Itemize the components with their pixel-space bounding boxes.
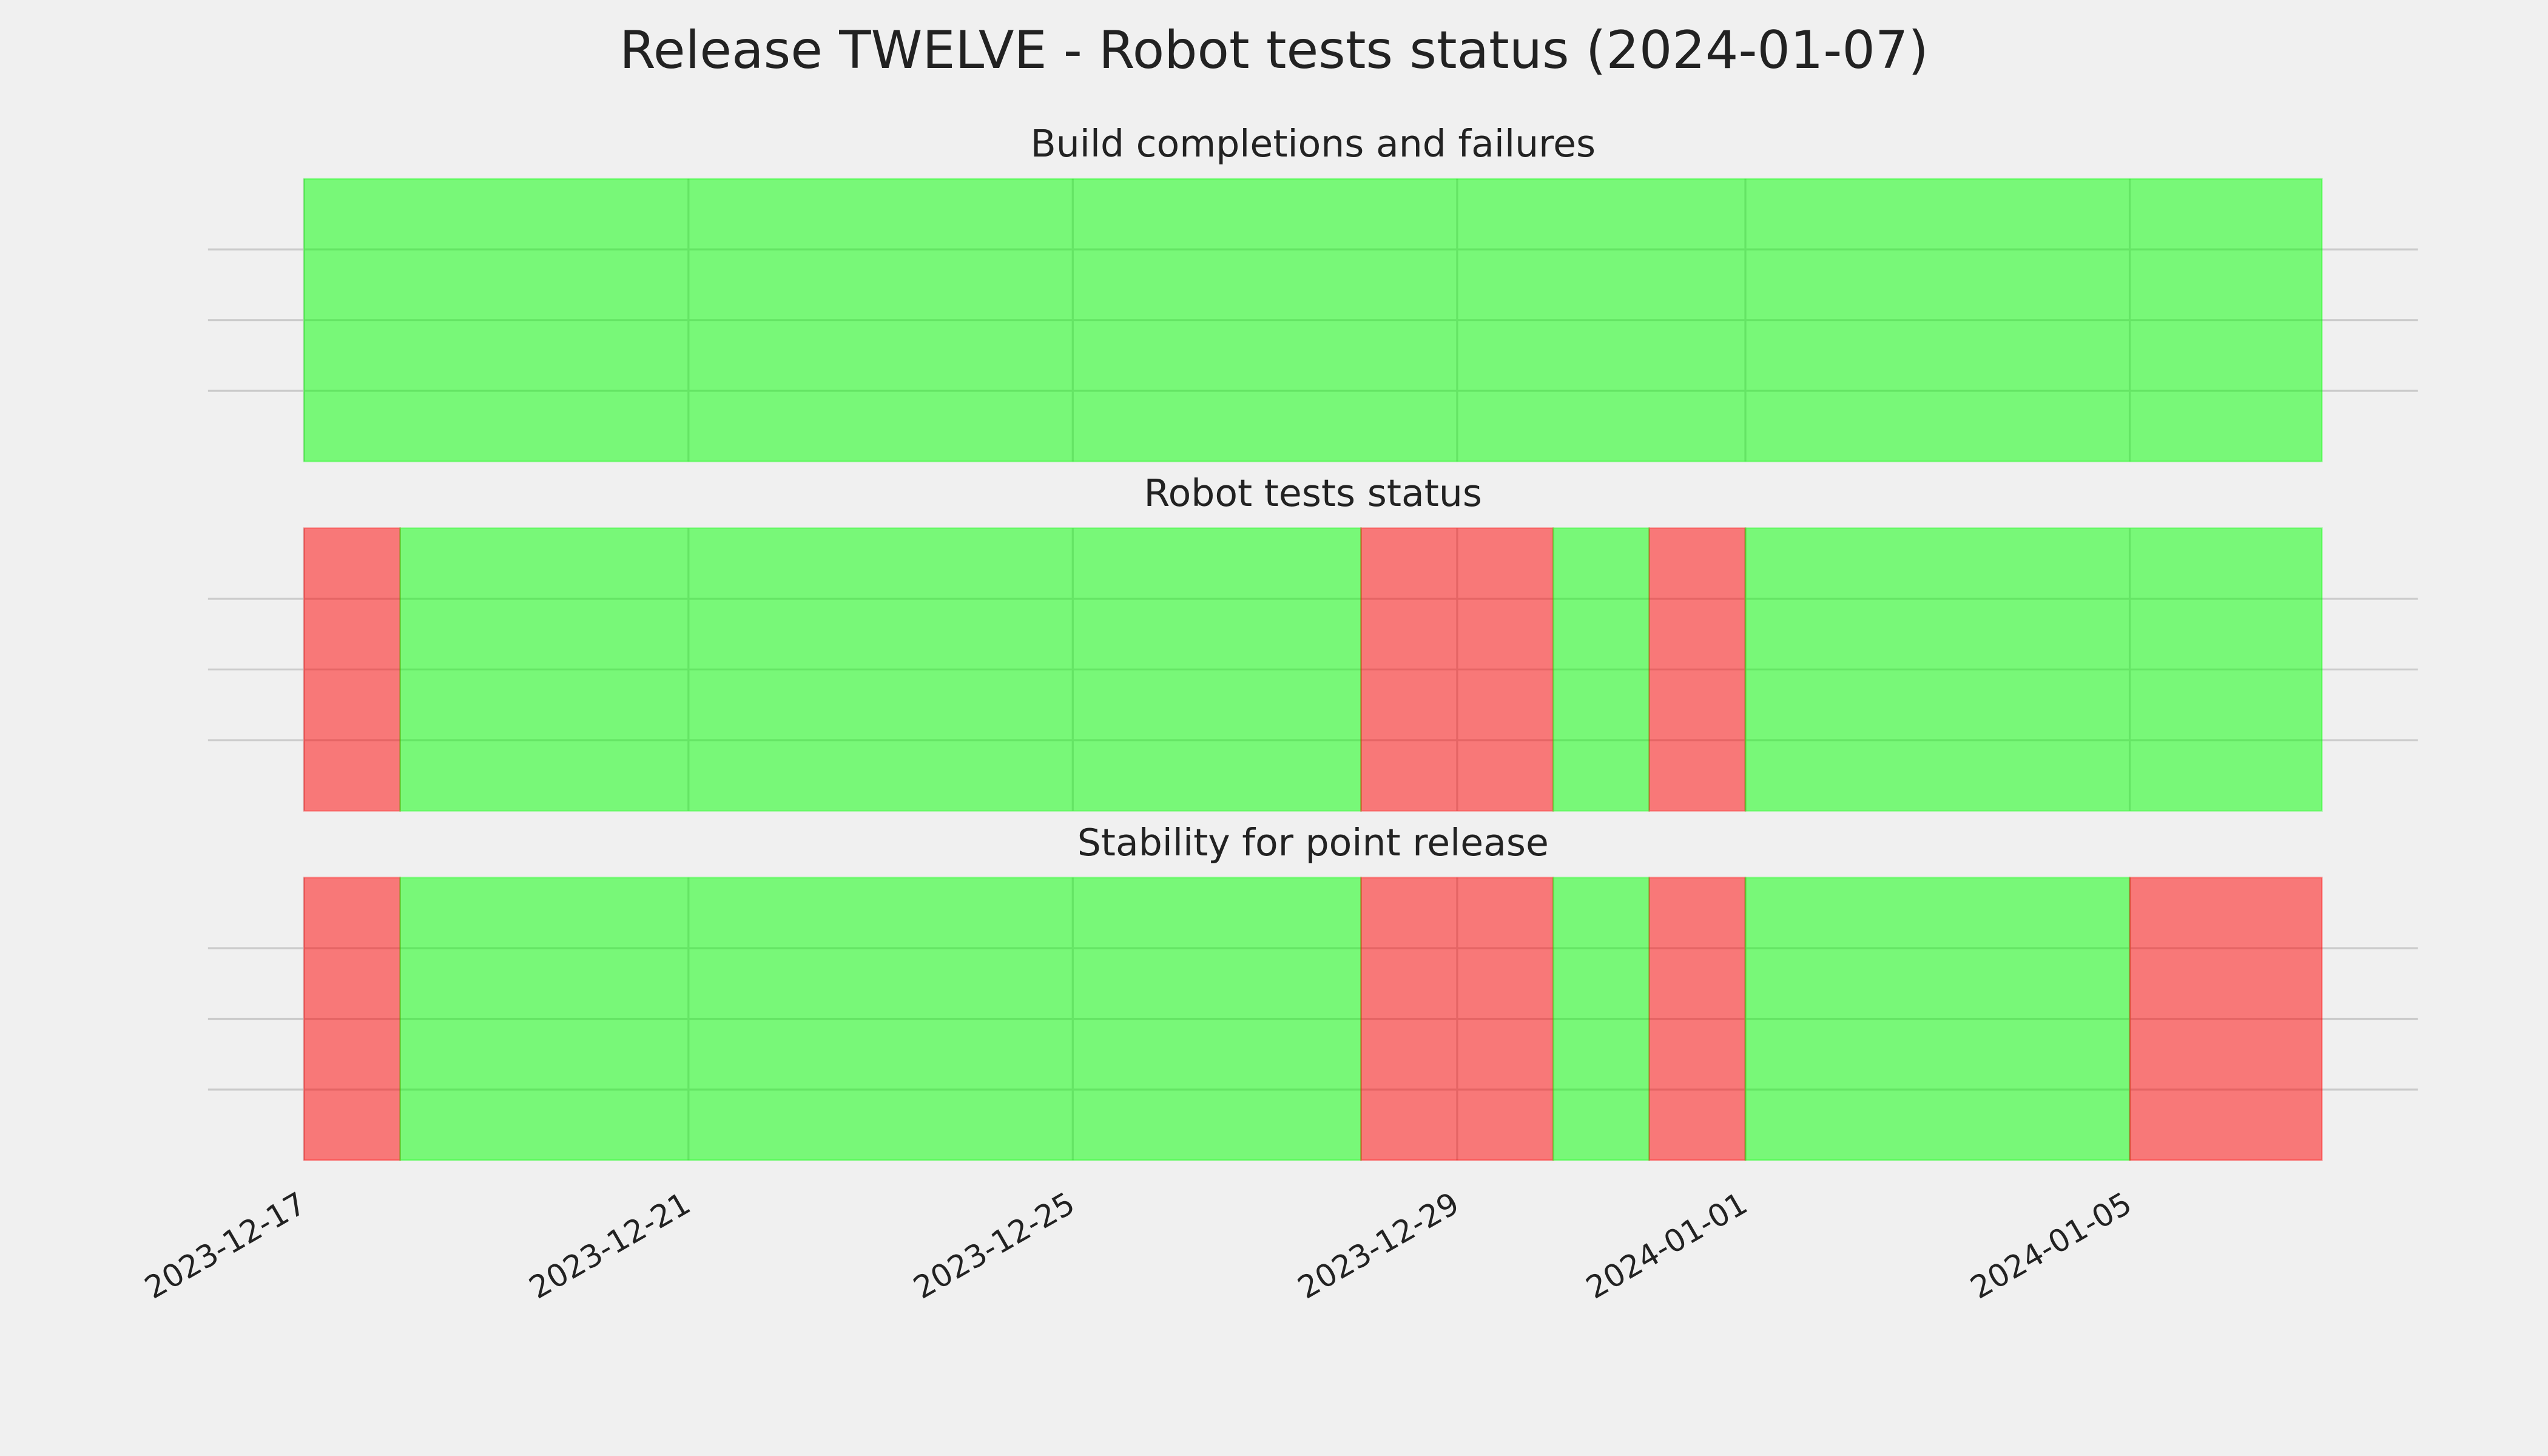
status-span [399, 877, 1362, 1161]
status-span [1648, 877, 1747, 1161]
status-span [1744, 877, 2131, 1161]
status-span [1552, 527, 1650, 812]
status-span [1552, 877, 1650, 1161]
panel-title: Build completions and failures [1030, 122, 1596, 166]
panel-title: Robot tests status [1144, 471, 1482, 515]
status-span [303, 527, 401, 812]
chart-title: Release TWELVE - Robot tests status (202… [619, 20, 1929, 81]
panel-title: Stability for point release [1077, 821, 1549, 864]
status-span [1360, 877, 1554, 1161]
status-span [1360, 527, 1554, 812]
status-span [1648, 527, 1747, 812]
status-span [1744, 527, 2323, 812]
status-span [303, 178, 2323, 463]
status-span [2129, 877, 2323, 1161]
status-span [399, 527, 1362, 812]
status-span [303, 877, 401, 1161]
